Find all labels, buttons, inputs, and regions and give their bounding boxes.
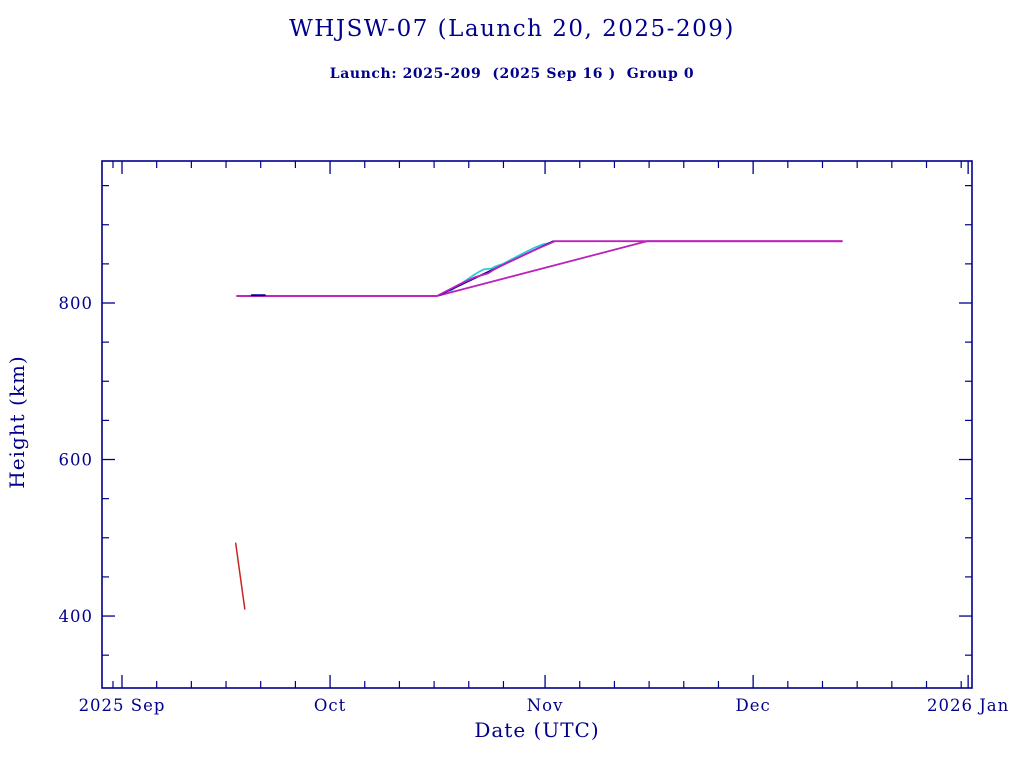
chart-title: WHJSW-07 (Launch 20, 2025-209) (289, 16, 735, 42)
x-axis-label: Date (UTC) (474, 718, 600, 742)
y-tick-label: 600 (59, 451, 94, 470)
y-tick-label: 800 (59, 294, 94, 313)
x-tick-label: Nov (527, 696, 564, 715)
series-fast-orbit-raise-magenta-line (236, 240, 843, 297)
chart-subtitle: Launch: 2025-209 (2025 Sep 16 ) Group 0 (329, 66, 695, 82)
series-decaying-object-red-line (234, 542, 246, 610)
x-tick-label: Dec (736, 696, 771, 715)
series-slow-orbit-raise-magenta-line (236, 240, 843, 297)
series-orbit-raise-cyan-line (449, 241, 553, 293)
y-tick-label: 400 (59, 607, 94, 626)
x-tick-label: 2026 Jan (927, 696, 1009, 715)
plot-frame (101, 160, 973, 689)
x-tick-label: 2025 Sep (79, 696, 166, 715)
x-tick-label: Oct (314, 696, 346, 715)
